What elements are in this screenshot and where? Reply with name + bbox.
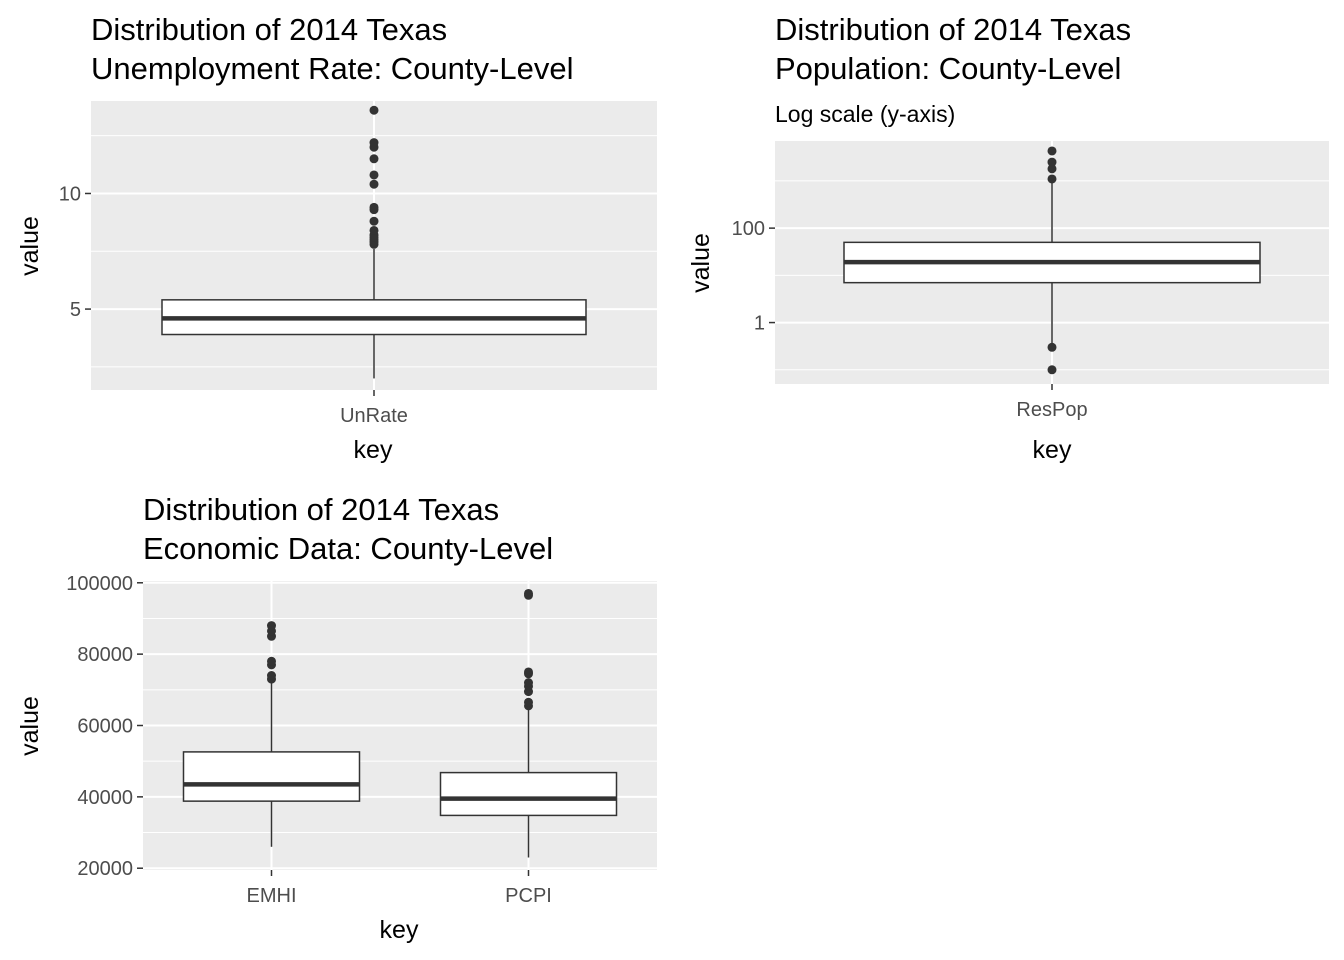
x-axis: EMHI PCPI xyxy=(247,870,552,907)
chart-title-line-1: Distribution of 2014 Texas xyxy=(143,492,499,527)
chart-unrate: Distribution of 2014 Texas Unemployment … xyxy=(16,12,657,464)
outlier-point xyxy=(524,667,533,677)
chart-title-line-1: Distribution of 2014 Texas xyxy=(775,12,1131,47)
outlier-point xyxy=(1047,342,1057,352)
outlier-point xyxy=(524,678,533,688)
y-tick-label: 5 xyxy=(70,299,81,321)
y-tick-label: 80000 xyxy=(77,644,133,666)
x-axis-title: key xyxy=(380,916,419,944)
outlier-point xyxy=(369,202,379,212)
y-axis: 5 10 xyxy=(59,183,91,321)
outlier-point xyxy=(1047,365,1057,375)
box-iqr xyxy=(439,771,618,817)
x-tick-label: EMHI xyxy=(247,885,297,907)
outlier-point xyxy=(369,225,379,235)
outlier-point xyxy=(267,671,276,681)
y-axis-title: value xyxy=(687,233,715,293)
x-axis-title: key xyxy=(354,436,393,464)
chart-title-line-2: Population: County-Level xyxy=(775,51,1121,86)
x-axis: ResPop xyxy=(1016,384,1088,421)
chart-title-line-2: Economic Data: County-Level xyxy=(143,531,553,566)
outlier-point xyxy=(369,154,379,164)
y-axis-title: value xyxy=(16,696,44,756)
outlier-point xyxy=(369,170,379,180)
boxplot-respop xyxy=(843,146,1261,375)
outlier-point xyxy=(267,656,276,666)
x-axis: UnRate xyxy=(340,390,408,427)
y-axis: 1 100 xyxy=(732,218,775,335)
y-tick-label: 10 xyxy=(59,183,81,205)
box-iqr xyxy=(182,751,361,802)
outlier-point xyxy=(1047,174,1057,184)
y-axis-title: value xyxy=(16,216,44,276)
x-tick-label: PCPI xyxy=(505,885,552,907)
x-tick-label: UnRate xyxy=(340,405,408,427)
outlier-point xyxy=(369,138,379,148)
y-tick-label: 1 xyxy=(754,313,765,335)
y-tick-label: 100000 xyxy=(66,573,133,595)
outlier-point xyxy=(1047,146,1057,156)
y-tick-label: 100 xyxy=(732,218,765,240)
boxplots xyxy=(161,105,587,379)
boxplot-pcpi xyxy=(439,588,618,858)
outlier-point xyxy=(369,105,379,115)
boxplots xyxy=(843,146,1261,375)
outlier-point xyxy=(1047,157,1057,167)
outlier-point xyxy=(524,588,533,598)
x-axis-title: key xyxy=(1033,436,1072,464)
chart-econ: Distribution of 2014 Texas Economic Data… xyxy=(16,492,657,944)
chart-respop: Distribution of 2014 Texas Population: C… xyxy=(687,12,1329,464)
chart-title-line-1: Distribution of 2014 Texas xyxy=(91,12,447,47)
outlier-point xyxy=(267,621,276,631)
outlier-point xyxy=(369,216,379,226)
boxplot-unrate xyxy=(161,105,587,379)
y-tick-label: 40000 xyxy=(77,787,133,809)
outlier-point xyxy=(369,179,379,189)
chart-subtitle: Log scale (y-axis) xyxy=(775,101,955,127)
chart-title-line-2: Unemployment Rate: County-Level xyxy=(91,51,573,86)
x-tick-label: ResPop xyxy=(1016,399,1087,421)
boxplots xyxy=(182,588,618,858)
boxplot-emhi xyxy=(182,621,361,847)
y-tick-label: 60000 xyxy=(77,716,133,738)
y-axis: 20000 40000 60000 80000 100000 xyxy=(66,573,143,880)
outlier-point xyxy=(1047,164,1057,174)
outlier-point xyxy=(524,697,533,707)
y-tick-label: 20000 xyxy=(77,858,133,880)
